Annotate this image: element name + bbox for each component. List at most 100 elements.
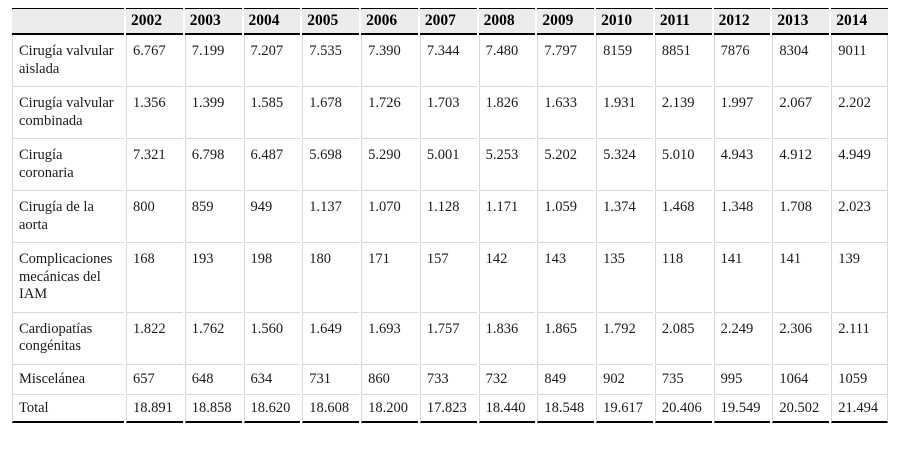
- table-cell: 135: [596, 243, 653, 313]
- table-cell: 18.620: [243, 395, 301, 423]
- table-cell: 2.139: [654, 87, 712, 139]
- table-cell: 139: [831, 243, 888, 313]
- table-cell: 849: [537, 364, 595, 395]
- table-cell: 2.111: [831, 312, 888, 365]
- table-cell: 1.560: [243, 312, 301, 365]
- row-label: Cardiopatías congénitas: [12, 312, 124, 365]
- table-cell: 118: [654, 243, 712, 313]
- table-cell: 5.202: [537, 139, 595, 191]
- table-cell: 733: [419, 364, 477, 395]
- row-label: Total: [12, 395, 124, 423]
- table-cell: 6.767: [126, 35, 183, 87]
- table-cell: 902: [596, 364, 653, 395]
- table-cell: 6.798: [184, 139, 242, 191]
- table-cell: 1.822: [126, 312, 183, 365]
- table-cell: 1.703: [419, 87, 477, 139]
- table-cell: 2.067: [772, 87, 830, 139]
- table-cell: 995: [713, 364, 771, 395]
- table-cell: 7876: [713, 35, 771, 87]
- table-cell: 1.633: [537, 87, 595, 139]
- year-column-header: 2014: [831, 8, 888, 35]
- table-cell: 2.023: [831, 191, 888, 243]
- table-cell: 1.585: [243, 87, 301, 139]
- table-cell: 1.356: [126, 87, 183, 139]
- table-cell: 1.649: [302, 312, 360, 365]
- table-cell: 18.891: [126, 395, 183, 423]
- table-cell: 8304: [772, 35, 830, 87]
- table-cell: 1.997: [713, 87, 771, 139]
- table-cell: 1.757: [419, 312, 477, 365]
- year-column-header: 2010: [596, 8, 653, 35]
- table-cell: 949: [243, 191, 301, 243]
- table-cell: 4.912: [772, 139, 830, 191]
- table-cell: 193: [184, 243, 242, 313]
- year-column-header: 2012: [713, 8, 771, 35]
- table-cell: 4.949: [831, 139, 888, 191]
- table-cell: 731: [302, 364, 360, 395]
- year-column-header: 2003: [184, 8, 242, 35]
- table-row: Miscelánea 657 648 634 731 860 733 732 849 902 735…: [12, 364, 888, 395]
- table-cell: 1.865: [537, 312, 595, 365]
- table-cell: 17.823: [419, 395, 477, 423]
- table-cell: 732: [478, 364, 536, 395]
- table-cell: 20.502: [772, 395, 830, 423]
- table-cell: 735: [654, 364, 712, 395]
- table-cell: 1.792: [596, 312, 653, 365]
- row-label: Cirugía valvular aislada: [12, 35, 124, 87]
- table-row: Complicaciones mecánicas del IAM 168 193 19…: [12, 243, 888, 313]
- year-column-header: 2004: [243, 8, 301, 35]
- table-cell: 8159: [596, 35, 653, 87]
- table-cell: 1.137: [302, 191, 360, 243]
- table-cell: 21.494: [831, 395, 888, 423]
- table-cell: 7.797: [537, 35, 595, 87]
- table-cell: 143: [537, 243, 595, 313]
- year-column-header: 2009: [537, 8, 595, 35]
- table-cell: 2.249: [713, 312, 771, 365]
- table-cell: 7.199: [184, 35, 242, 87]
- table-cell: 5.001: [419, 139, 477, 191]
- table-cell: 171: [361, 243, 418, 313]
- table-row: Cardiopatías congénitas 1.822 1.762 1.560 1.…: [12, 312, 888, 365]
- table-cell: 1.468: [654, 191, 712, 243]
- table-cell: 7.535: [302, 35, 360, 87]
- table-cell: 1.399: [184, 87, 242, 139]
- row-label: Complicaciones mecánicas del IAM: [12, 243, 124, 313]
- year-column-header: 2013: [772, 8, 830, 35]
- table-cell: 7.344: [419, 35, 477, 87]
- table-cell: 157: [419, 243, 477, 313]
- table-cell: 6.487: [243, 139, 301, 191]
- year-column-header: 2002: [126, 8, 183, 35]
- row-label: Cirugía valvular combinada: [12, 87, 124, 139]
- table-cell: 648: [184, 364, 242, 395]
- table-row: Cirugía coronaria 7.321 6.798 6.487 5.698 5.2…: [12, 139, 888, 191]
- table-cell: 1.678: [302, 87, 360, 139]
- table-cell: 18.858: [184, 395, 242, 423]
- corner-header: [12, 8, 124, 35]
- table-cell: 1.059: [537, 191, 595, 243]
- table-cell: 2.085: [654, 312, 712, 365]
- table-cell: 180: [302, 243, 360, 313]
- table-cell: 19.549: [713, 395, 771, 423]
- year-column-header: 2008: [478, 8, 536, 35]
- table-cell: 2.306: [772, 312, 830, 365]
- table-cell: 7.207: [243, 35, 301, 87]
- table-cell: 1.171: [478, 191, 536, 243]
- table-cell: 20.406: [654, 395, 712, 423]
- table-header-row: 2002 2003 2004 2005 2006 2007 2008 2009 2010 2011…: [12, 8, 888, 35]
- row-label: Miscelánea: [12, 364, 124, 395]
- table-cell: 634: [243, 364, 301, 395]
- table-cell: 2.202: [831, 87, 888, 139]
- table-cell: 860: [361, 364, 418, 395]
- table-cell: 18.608: [302, 395, 360, 423]
- table-cell: 141: [713, 243, 771, 313]
- table-cell: 5.010: [654, 139, 712, 191]
- table-cell: 1.708: [772, 191, 830, 243]
- table-cell: 198: [243, 243, 301, 313]
- table-cell: 18.548: [537, 395, 595, 423]
- table-cell: 1.693: [361, 312, 418, 365]
- year-column-header: 2011: [654, 8, 712, 35]
- table-cell: 1.348: [713, 191, 771, 243]
- table-cell: 7.480: [478, 35, 536, 87]
- table-cell: 1059: [831, 364, 888, 395]
- year-column-header: 2006: [361, 8, 418, 35]
